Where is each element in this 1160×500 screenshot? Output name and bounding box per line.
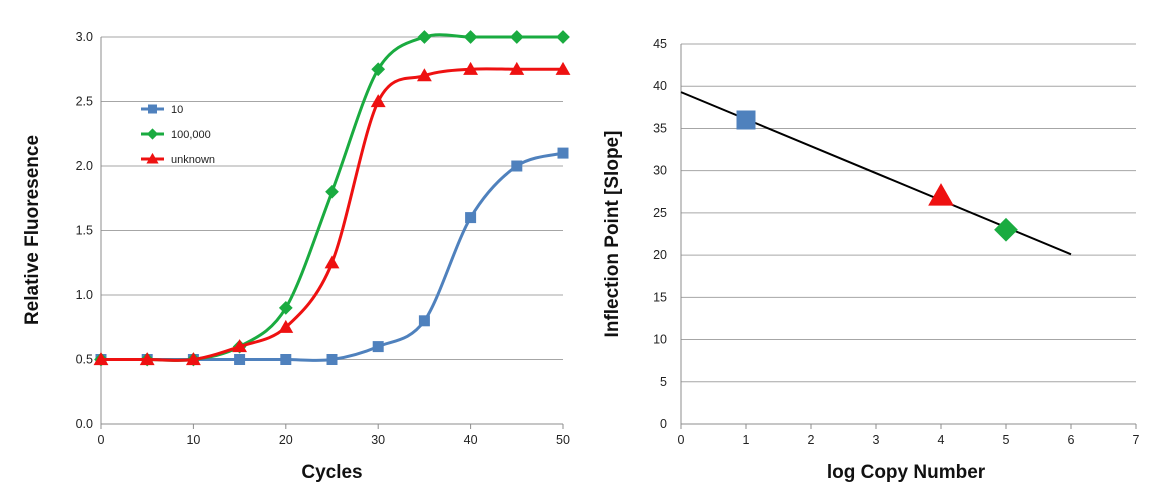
y-tick-label: 40 [653, 79, 667, 93]
data-point-2 [416, 68, 432, 82]
x-tick-label: 0 [98, 433, 105, 447]
data-point-2 [463, 61, 479, 75]
y-tick-label: 0 [660, 417, 667, 431]
data-point-1 [463, 30, 478, 44]
x-tick-label: 5 [1003, 433, 1010, 447]
y-tick-label: 0.5 [76, 353, 93, 367]
x-axis-title: Cycles [301, 462, 362, 483]
x-axis-title-2: log Copy Number [827, 462, 986, 483]
data-point-2 [93, 352, 109, 366]
scatter-point-1 [928, 183, 954, 206]
legend-marker [148, 104, 157, 114]
y-tick-label: 35 [653, 121, 667, 135]
data-point-2 [278, 319, 294, 333]
x-tick-label: 20 [279, 433, 293, 447]
series-line-2 [100, 67, 563, 362]
y-tick-label: 25 [653, 206, 667, 220]
data-point-1 [278, 301, 293, 315]
fluorescence-chart: Cycles Relative Fluoresence 0.0 0.5 1.0 1.5… [22, 30, 571, 483]
y-axis-title: Relative Fluoresence [22, 135, 43, 325]
data-point-0 [234, 354, 246, 365]
y-axis-title-2: Inflection Point [Slope] [602, 131, 623, 338]
scatter-point-2 [994, 217, 1018, 242]
y-tick-label: 20 [653, 248, 667, 262]
legend-label: 100,000 [171, 129, 211, 141]
data-point-1 [371, 62, 386, 77]
data-point-1 [556, 30, 570, 44]
y-tick-label: 2.0 [76, 159, 93, 173]
data-point-0 [557, 147, 569, 159]
x-tick-label: 2 [808, 433, 815, 447]
data-point-2 [509, 61, 525, 75]
data-point-0 [511, 160, 523, 172]
x-tick-label: 0 [678, 433, 685, 447]
y-tick-label: 3.0 [76, 30, 93, 44]
y-tick-label: 30 [653, 164, 667, 178]
data-point-2 [185, 352, 201, 366]
legend-label: 10 [171, 104, 183, 116]
x-tick-label: 1 [743, 433, 750, 447]
data-point-2 [370, 94, 386, 108]
x-tick-label: 7 [1133, 433, 1140, 447]
data-point-2 [139, 352, 155, 366]
y-tick-label: 2.5 [76, 95, 93, 109]
data-point-0 [418, 315, 430, 327]
y-tick-label: 5 [660, 375, 667, 389]
x-tick-label: 10 [186, 433, 200, 447]
x-tick-label: 40 [464, 433, 478, 447]
data-point-0 [465, 212, 477, 224]
y-tick-label: 1.5 [76, 224, 93, 238]
data-point-1 [509, 30, 524, 44]
x-tick-label: 4 [938, 433, 945, 447]
data-point-0 [280, 354, 292, 365]
y-tick-label: 0.0 [76, 417, 93, 431]
legend-marker [146, 128, 159, 140]
y-tick-label: 10 [653, 333, 667, 347]
x-tick-label: 6 [1068, 433, 1075, 447]
data-point-2 [555, 61, 571, 75]
x-tick-label: 30 [371, 433, 385, 447]
legend-label: unknown [171, 154, 215, 166]
y-tick-label: 45 [653, 37, 667, 51]
data-point-1 [325, 184, 339, 199]
scatter-point-0 [736, 110, 756, 130]
data-point-2 [324, 255, 340, 269]
legend-marker [146, 152, 159, 164]
x-tick-label: 3 [873, 433, 880, 447]
data-point-1 [417, 30, 432, 44]
y-tick-label: 15 [653, 290, 667, 304]
x-tick-label: 50 [556, 433, 570, 447]
data-point-2 [232, 339, 248, 353]
data-point-0 [372, 341, 384, 353]
y-tick-label: 1.0 [76, 288, 93, 302]
data-point-0 [326, 354, 338, 365]
